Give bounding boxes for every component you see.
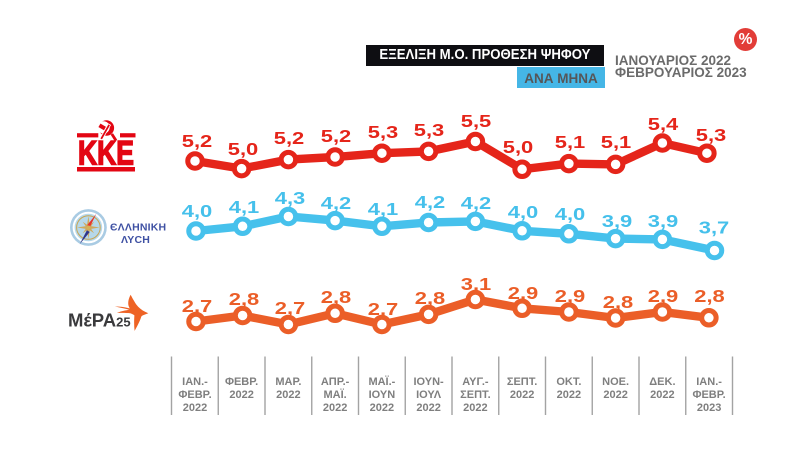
svg-text:ΣΕΠΤ.2022: ΣΕΠΤ. 2022 [507,376,537,401]
svg-text:4,0: 4,0 [555,204,586,224]
svg-text:4,1: 4,1 [229,197,260,217]
svg-text:5,0: 5,0 [503,137,534,157]
svg-text:2,7: 2,7 [275,298,306,318]
svg-text:3,9: 3,9 [602,211,633,231]
svg-text:3,9: 3,9 [648,211,679,231]
svg-text:5,3: 5,3 [696,125,727,145]
svg-text:4,2: 4,2 [415,192,446,212]
svg-text:IAN.-ΦΕΒΡ.2022: IAN.-ΦΕΒΡ. 2022 [178,376,211,414]
svg-text:ΟΚΤ.2022: ΟΚΤ. 2022 [556,376,581,401]
svg-text:3,1: 3,1 [461,274,492,294]
svg-text:5,5: 5,5 [461,111,492,131]
svg-text:ΑΥΓ.-ΣΕΠΤ.2022: ΑΥΓ.-ΣΕΠΤ. 2022 [460,376,490,414]
svg-text:5,3: 5,3 [414,120,445,140]
svg-text:ΦΕΒΡ.2022: ΦΕΒΡ. 2022 [225,376,258,401]
svg-text:4,2: 4,2 [461,193,492,213]
svg-text:ΛΥCΗ: ΛΥCΗ [121,234,150,246]
svg-text:ΝΟΕ.2022: ΝΟΕ. 2022 [602,376,629,401]
svg-text:2,9: 2,9 [508,283,539,303]
svg-text:4,1: 4,1 [368,199,399,219]
svg-text:2,8: 2,8 [229,289,260,309]
svg-text:2,9: 2,9 [648,286,679,306]
svg-text:4,0: 4,0 [182,201,213,221]
svg-text:4,0: 4,0 [508,202,539,222]
svg-text:5,1: 5,1 [601,132,632,152]
svg-text:5,3: 5,3 [368,122,399,142]
svg-text:5,2: 5,2 [321,126,352,146]
svg-text:5,0: 5,0 [228,139,259,159]
svg-text:2,8: 2,8 [694,286,725,306]
svg-text:2,7: 2,7 [368,299,399,319]
svg-text:3,7: 3,7 [699,218,730,238]
svg-text:4,2: 4,2 [321,193,352,213]
svg-text:4,3: 4,3 [275,188,306,208]
svg-text:ΙΑΝ.-ΦΕΒΡ.2023: ΙΑΝ.-ΦΕΒΡ. 2023 [692,376,725,414]
svg-text:5,2: 5,2 [182,131,213,151]
svg-text:2,8: 2,8 [603,292,634,312]
svg-text:5,2: 5,2 [274,128,305,148]
svg-text:KKE: KKE [78,134,134,172]
svg-text:2,9: 2,9 [555,286,586,306]
svg-text:ΑΠΡ.-ΜΑΪ.2022: ΑΠΡ.-ΜΑΪ. 2022 [321,376,350,414]
svg-text:ЄΛΛΗΝΙΚΗ: ЄΛΛΗΝΙΚΗ [110,222,166,234]
svg-text:2,7: 2,7 [182,296,213,316]
svg-text:5,1: 5,1 [555,132,586,152]
svg-text:ΔΕΚ.2022: ΔΕΚ. 2022 [649,376,675,401]
svg-text:ΜΑΡ.2022: ΜΑΡ. 2022 [275,376,301,401]
svg-text:2,8: 2,8 [415,288,446,308]
svg-text:5,4: 5,4 [648,114,679,134]
svg-text:ΜέΡΑ25: ΜέΡΑ25 [68,310,131,331]
svg-text:2,8: 2,8 [321,287,352,307]
